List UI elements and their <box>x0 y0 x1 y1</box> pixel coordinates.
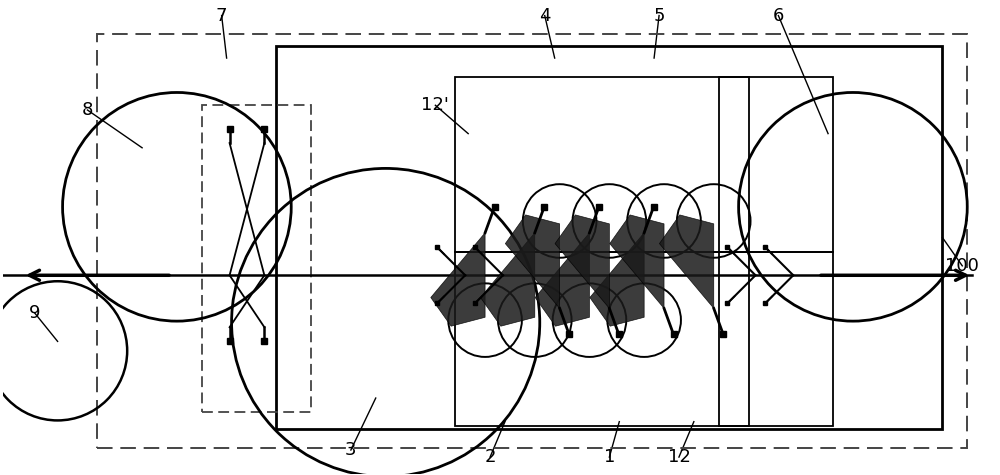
Polygon shape <box>590 233 644 326</box>
Text: 100: 100 <box>945 257 979 275</box>
Polygon shape <box>535 233 589 326</box>
Text: 8: 8 <box>82 101 93 119</box>
Polygon shape <box>480 233 535 326</box>
Text: 12: 12 <box>668 448 690 466</box>
Text: 5: 5 <box>653 7 665 25</box>
Text: 7: 7 <box>216 7 227 25</box>
Text: 4: 4 <box>539 7 550 25</box>
Bar <box>202 105 311 412</box>
Text: 6: 6 <box>773 7 784 25</box>
Bar <box>276 46 942 429</box>
Bar <box>97 35 967 447</box>
Text: 3: 3 <box>345 441 357 459</box>
Polygon shape <box>659 215 714 308</box>
Polygon shape <box>431 233 485 326</box>
Text: 1: 1 <box>604 448 615 466</box>
Bar <box>455 77 749 252</box>
Polygon shape <box>555 215 609 308</box>
Text: 9: 9 <box>29 304 40 322</box>
Text: 12': 12' <box>421 96 449 114</box>
Polygon shape <box>610 215 664 308</box>
Bar <box>719 77 833 252</box>
Text: 2: 2 <box>484 448 496 466</box>
Polygon shape <box>505 215 560 308</box>
Bar <box>719 252 833 427</box>
Bar <box>455 252 749 427</box>
